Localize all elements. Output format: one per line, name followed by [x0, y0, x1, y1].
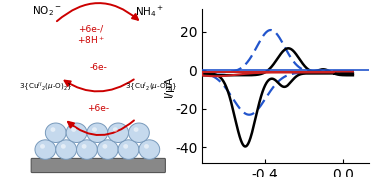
Text: 3{Cu$^{I}$$_2$($\mu$-O)$_2$}: 3{Cu$^{I}$$_2$($\mu$-O)$_2$}: [125, 80, 177, 93]
Text: -6e-: -6e-: [89, 63, 107, 72]
Circle shape: [71, 127, 76, 132]
Circle shape: [113, 127, 118, 132]
Circle shape: [87, 123, 108, 142]
Y-axis label: I/μA: I/μA: [164, 75, 174, 97]
Circle shape: [92, 127, 97, 132]
Circle shape: [35, 140, 56, 159]
Circle shape: [139, 140, 160, 159]
Circle shape: [118, 140, 139, 159]
Text: +6e-/: +6e-/: [78, 25, 103, 34]
Circle shape: [123, 144, 128, 149]
Text: NO$_2$$^-$: NO$_2$$^-$: [33, 5, 62, 18]
Circle shape: [108, 123, 129, 142]
Text: 3{Cu$^{II}$$_2$($\mu$-O)$_2$}: 3{Cu$^{II}$$_2$($\mu$-O)$_2$}: [19, 80, 72, 93]
Circle shape: [51, 127, 56, 132]
FancyBboxPatch shape: [31, 158, 166, 173]
Text: +8H$^+$: +8H$^+$: [77, 34, 105, 46]
Circle shape: [45, 123, 66, 142]
Circle shape: [77, 140, 98, 159]
Circle shape: [98, 140, 118, 159]
Circle shape: [82, 144, 87, 149]
Circle shape: [40, 144, 45, 149]
Text: NH$_4$$^+$: NH$_4$$^+$: [135, 4, 164, 19]
Circle shape: [61, 144, 66, 149]
Circle shape: [56, 140, 77, 159]
Circle shape: [144, 144, 149, 149]
Circle shape: [66, 123, 87, 142]
Circle shape: [134, 127, 138, 132]
Circle shape: [102, 144, 107, 149]
Circle shape: [129, 123, 149, 142]
Text: +6e-: +6e-: [87, 104, 109, 113]
